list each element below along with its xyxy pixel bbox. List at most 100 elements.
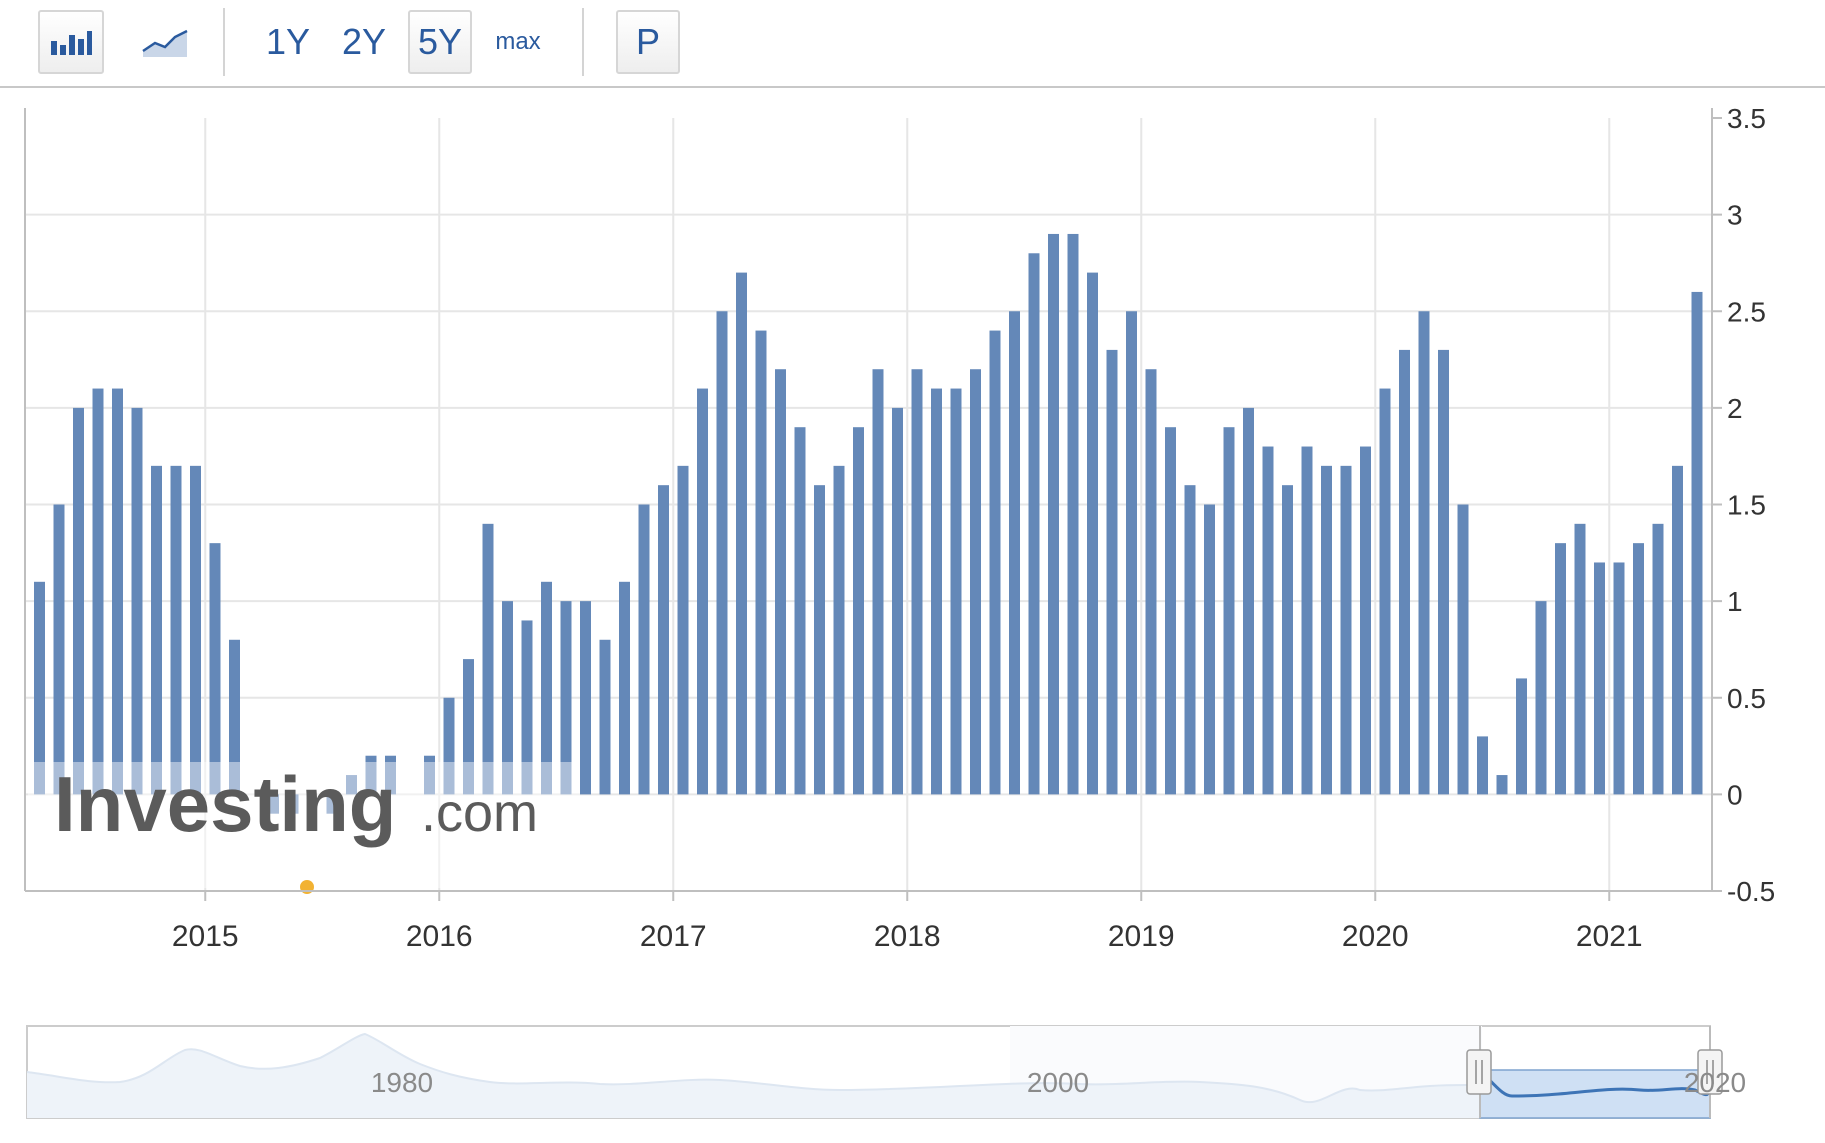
main-chart: Investing .com 3.5 3 2.5 2 1.5 1 0.5 0 -0.5 2015 2… xyxy=(24,103,1775,953)
bar xyxy=(53,504,65,795)
bar xyxy=(1223,427,1235,795)
y-tick-label: 1 xyxy=(1727,586,1743,617)
bar xyxy=(1633,543,1644,795)
range-max-button[interactable]: max xyxy=(495,28,541,55)
y-tick-label: 1.5 xyxy=(1727,490,1766,521)
bar xyxy=(521,620,533,795)
bar xyxy=(287,794,299,814)
toolbar-separator xyxy=(223,8,225,76)
range-navigator[interactable]: 1980 2000 2020 xyxy=(0,1020,1825,1143)
bar xyxy=(346,775,357,795)
bar xyxy=(209,543,221,795)
bar xyxy=(34,581,45,795)
navigator-history-line xyxy=(26,1032,1483,1104)
navigator-selected-window[interactable] xyxy=(1479,1069,1711,1119)
p-button[interactable]: P xyxy=(616,10,680,74)
bar-chart-button[interactable] xyxy=(38,10,104,74)
bar xyxy=(1477,736,1488,795)
bar xyxy=(1594,562,1605,795)
bar xyxy=(1516,678,1527,795)
bar xyxy=(1652,523,1664,795)
x-tick-label: 2015 xyxy=(172,920,239,953)
bar xyxy=(73,407,84,795)
bar xyxy=(1535,601,1547,795)
bar xyxy=(950,388,962,795)
bar xyxy=(658,485,669,795)
bar xyxy=(1457,504,1469,795)
chart-bars xyxy=(28,233,1703,888)
bar xyxy=(268,794,279,814)
bar xyxy=(1340,465,1352,795)
bar xyxy=(131,407,143,795)
bar xyxy=(1243,407,1254,795)
x-tick-label: 2020 xyxy=(1342,920,1409,953)
bar xyxy=(424,755,435,795)
bar xyxy=(1262,446,1274,795)
navigator-right-handle[interactable] xyxy=(1697,1049,1723,1095)
chart-axes: 3.5 3 2.5 2 1.5 1 0.5 0 -0.5 2015 2016 2017 2018 2019… xyxy=(24,103,1775,953)
range-2y-button[interactable]: 2Y xyxy=(341,21,387,62)
bar xyxy=(1184,485,1196,795)
bar xyxy=(170,465,182,795)
navigator-left-handle[interactable] xyxy=(1466,1049,1492,1095)
bar xyxy=(365,755,377,795)
bar xyxy=(541,581,552,795)
bar xyxy=(190,465,201,795)
bar xyxy=(638,504,650,795)
bar xyxy=(911,369,923,795)
investing-watermark: Investing .com xyxy=(54,760,538,894)
bar xyxy=(736,272,747,795)
bar xyxy=(619,581,630,795)
bar xyxy=(1106,349,1118,795)
bar xyxy=(892,407,903,795)
bar xyxy=(502,601,513,795)
x-tick-label: 2021 xyxy=(1576,920,1643,953)
bar xyxy=(1048,233,1059,795)
area-chart-icon xyxy=(142,29,188,57)
bar xyxy=(112,388,123,795)
bar xyxy=(1145,369,1157,795)
bar xyxy=(970,369,981,795)
y-tick-label: 2.5 xyxy=(1727,296,1766,327)
bar xyxy=(1613,562,1625,795)
bar xyxy=(794,427,806,795)
x-tick-label: 2018 xyxy=(874,920,941,953)
bar xyxy=(1028,253,1040,795)
bar xyxy=(1087,272,1098,795)
bar xyxy=(463,659,474,795)
x-tick-label: 2016 xyxy=(406,920,473,953)
range-1y-button[interactable]: 1Y xyxy=(265,21,311,62)
bar xyxy=(151,465,162,795)
y-tick-label: 3 xyxy=(1727,200,1743,231)
bar xyxy=(580,601,591,795)
bar xyxy=(814,485,825,795)
bar xyxy=(1379,388,1391,795)
bar xyxy=(716,311,728,795)
chart-gridlines xyxy=(25,118,1712,891)
y-tick-label: 2 xyxy=(1727,393,1743,424)
line-chart-button[interactable] xyxy=(132,10,198,74)
bar xyxy=(1321,465,1332,795)
bar xyxy=(1418,311,1430,795)
bar xyxy=(443,697,455,795)
navigator-label-1980: 1980 xyxy=(371,1067,433,1098)
bar xyxy=(697,388,708,795)
bar xyxy=(931,388,942,795)
bar xyxy=(1360,446,1371,795)
bar xyxy=(872,369,884,795)
bar xyxy=(1672,465,1683,795)
watermark-suffix: .com xyxy=(421,783,538,843)
chart-toolbar: 1Y 2Y 5Y max P xyxy=(0,0,1825,88)
y-tick-label: 0.5 xyxy=(1727,683,1766,714)
bar xyxy=(853,427,864,795)
y-tick-label: -0.5 xyxy=(1727,876,1775,907)
bar xyxy=(1691,291,1703,795)
y-tick-label: 3.5 xyxy=(1727,103,1766,134)
range-5y-button[interactable]: 5Y xyxy=(408,10,472,74)
bar xyxy=(482,523,494,795)
navigator-label-2020: 2020 xyxy=(1684,1067,1746,1098)
bar xyxy=(1574,523,1586,795)
bar xyxy=(775,369,786,795)
bar xyxy=(229,639,240,795)
bar xyxy=(1301,446,1313,795)
